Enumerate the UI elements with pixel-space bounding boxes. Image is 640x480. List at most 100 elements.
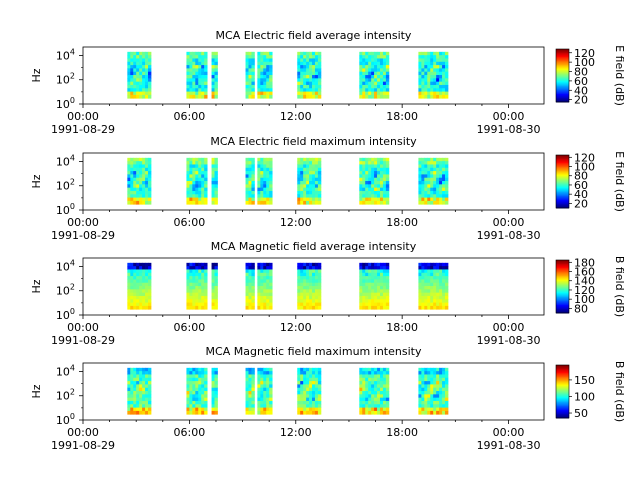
- spectrogram-cell: [442, 61, 446, 66]
- spectrogram-cell: [133, 197, 137, 202]
- spectrogram-cell: [306, 302, 310, 307]
- spectrogram-cell: [201, 88, 205, 92]
- spectrogram-cell: [211, 394, 215, 399]
- spectrogram-cell: [312, 194, 316, 198]
- spectrogram-cell: [418, 71, 422, 76]
- y-axis-label: Hz: [30, 279, 43, 293]
- spectrogram-cell: [365, 58, 369, 63]
- spectrogram-cell: [427, 171, 431, 175]
- spectrogram-cell: [136, 377, 140, 382]
- spectrogram-cell: [427, 91, 431, 96]
- spectrogram-cell: [303, 68, 307, 73]
- spectrogram-cell: [430, 367, 434, 372]
- spectrogram-cell: [427, 75, 431, 79]
- spectrogram-cell: [201, 292, 205, 297]
- spectrogram-cell: [359, 91, 363, 96]
- spectrogram-cell: [204, 289, 208, 294]
- spectrogram-cell: [257, 269, 261, 274]
- colorbar-tick-label: 100: [574, 56, 595, 69]
- spectrogram-cell: [374, 410, 378, 415]
- spectrogram-cell: [445, 374, 449, 379]
- spectrogram-cell: [309, 58, 313, 63]
- spectrogram-cell: [145, 387, 149, 392]
- spectrogram-cell: [309, 266, 313, 270]
- spectrogram-cell: [145, 404, 149, 408]
- colorbar-step: [556, 391, 569, 394]
- spectrogram-cell: [368, 71, 372, 76]
- spectrogram-cell: [130, 407, 134, 412]
- panel-2: MCA Electric field maximum intensity1001…: [30, 135, 626, 242]
- spectrogram-cell: [379, 407, 384, 412]
- spectrogram-cell: [248, 269, 252, 274]
- spectrogram-cell: [377, 299, 381, 303]
- spectrogram-cell: [374, 404, 378, 408]
- spectrogram-cell: [312, 164, 316, 169]
- spectrogram-cell: [371, 384, 375, 389]
- spectrogram-cell: [251, 279, 255, 284]
- spectrogram-cell: [245, 78, 249, 83]
- spectrogram-cell: [195, 174, 199, 179]
- spectrogram-cell: [314, 299, 319, 303]
- spectrogram-cell: [362, 65, 366, 69]
- colorbar-tick-label: 60: [574, 179, 588, 192]
- spectrogram-cell: [198, 200, 202, 205]
- spectrogram-cell: [192, 299, 196, 303]
- spectrogram-cell: [130, 200, 134, 205]
- spectrogram-cell: [445, 397, 449, 402]
- spectrogram-cell: [374, 377, 378, 382]
- spectrogram-cell: [133, 161, 137, 165]
- spectrogram-cell: [300, 374, 304, 379]
- spectrogram-cell: [195, 190, 199, 195]
- spectrogram-cell: [306, 269, 310, 274]
- spectrogram-cell: [148, 289, 152, 294]
- spectrogram-cell: [136, 289, 140, 294]
- spectrogram-cell: [192, 184, 196, 189]
- spectrogram-cell: [148, 394, 152, 399]
- spectrogram-cell: [142, 282, 146, 287]
- spectrogram-cell: [312, 84, 316, 89]
- spectrogram-cell: [192, 400, 196, 405]
- spectrogram-cell: [189, 292, 193, 297]
- spectrogram-cell: [145, 282, 149, 287]
- spectrogram-segment: [127, 262, 152, 310]
- spectrogram-cell: [297, 410, 301, 415]
- spectrogram-cell: [195, 177, 199, 182]
- spectrogram-cell: [385, 81, 390, 86]
- spectrogram-cell: [198, 374, 202, 379]
- spectrogram-cell: [198, 286, 202, 290]
- spectrogram-cell: [133, 262, 137, 267]
- spectrogram-cell: [260, 371, 264, 375]
- spectrogram-cell: [314, 400, 319, 405]
- colorbar-step: [556, 49, 569, 51]
- spectrogram-cell: [204, 68, 208, 73]
- colorbar-step: [556, 173, 569, 176]
- spectrogram-cell: [266, 200, 270, 205]
- spectrogram-cell: [418, 177, 422, 182]
- spectrogram-cell: [260, 410, 264, 415]
- spectrogram-cell: [133, 187, 137, 192]
- spectrogram-cell: [139, 197, 143, 202]
- spectrogram-cell: [317, 200, 322, 205]
- colorbar-step: [556, 273, 569, 276]
- spectrogram-cell: [430, 262, 434, 267]
- colorbar-step: [556, 262, 569, 265]
- spectrogram-cell: [142, 200, 146, 205]
- spectrogram-cell: [368, 286, 372, 290]
- spectrogram-cell: [192, 78, 196, 83]
- spectrogram-cell: [127, 181, 131, 185]
- x-tick-label: 00:00: [67, 216, 99, 229]
- spectrogram-cell: [211, 68, 215, 73]
- spectrogram-cell: [248, 200, 252, 205]
- spectrogram-cell: [211, 302, 215, 307]
- spectrogram-cell: [189, 81, 193, 86]
- spectrogram-cell: [377, 181, 381, 185]
- spectrogram-cell: [317, 58, 322, 63]
- spectrogram-cell: [195, 88, 199, 92]
- spectrogram-cell: [136, 84, 140, 89]
- spectrogram-cell: [427, 197, 431, 202]
- colorbar-step: [556, 403, 569, 406]
- spectrogram-cell: [127, 71, 131, 76]
- spectrogram-cell: [211, 164, 215, 169]
- spectrogram-cell: [145, 302, 149, 307]
- spectrogram-cell: [385, 397, 390, 402]
